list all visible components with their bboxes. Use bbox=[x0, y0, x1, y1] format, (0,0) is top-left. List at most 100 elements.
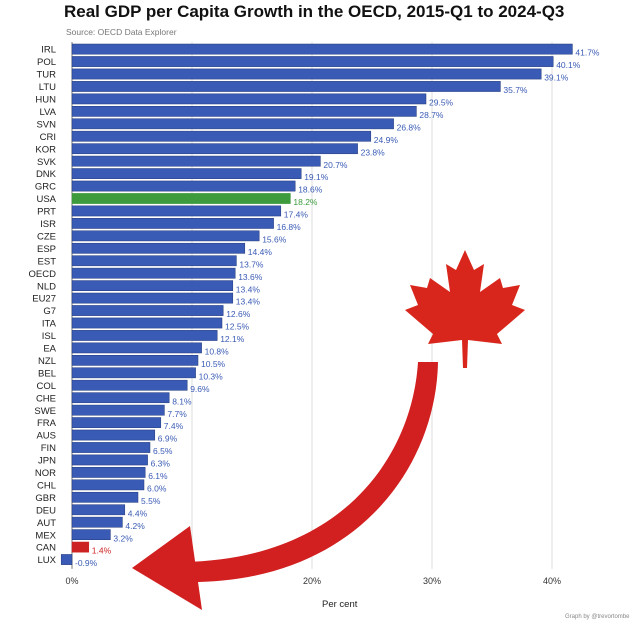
bar-gbr bbox=[71, 491, 139, 503]
chart-source: Source: OECD Data Explorer bbox=[66, 27, 177, 37]
value-label-irl: 41.7% bbox=[575, 48, 600, 58]
bar-ea bbox=[71, 342, 202, 354]
bar-nld bbox=[71, 280, 234, 291]
category-label-can: CAN bbox=[36, 543, 56, 554]
bar-g7 bbox=[71, 305, 224, 316]
category-label-fra: FRA bbox=[37, 418, 57, 429]
bar-irl bbox=[71, 43, 573, 55]
value-label-pol: 40.1% bbox=[556, 60, 581, 70]
bars bbox=[60, 43, 573, 565]
value-label-ita: 12.5% bbox=[225, 322, 250, 332]
value-label-gbr: 5.5% bbox=[141, 496, 161, 506]
bar-isl bbox=[71, 330, 218, 341]
category-label-chl: CHL bbox=[37, 480, 56, 491]
bar-isr bbox=[71, 218, 274, 229]
category-label-lux: LUX bbox=[38, 555, 57, 566]
value-label-kor: 23.8% bbox=[361, 147, 386, 157]
bar-lva bbox=[71, 106, 417, 117]
value-label-dnk: 19.1% bbox=[304, 172, 329, 182]
category-label-aus: AUS bbox=[36, 431, 56, 442]
category-label-pol: POL bbox=[37, 57, 56, 68]
value-label-deu: 4.4% bbox=[128, 508, 148, 518]
category-label-jpn: JPN bbox=[38, 456, 56, 467]
value-label-tur: 39.1% bbox=[544, 73, 569, 83]
bar-jpn bbox=[71, 454, 148, 466]
category-label-col: COL bbox=[36, 381, 56, 392]
value-label-col: 9.6% bbox=[190, 384, 210, 394]
bar-swe bbox=[71, 404, 165, 416]
value-label-svk: 20.7% bbox=[323, 160, 348, 170]
category-label-dnk: DNK bbox=[36, 169, 57, 180]
bar-nzl bbox=[71, 355, 199, 366]
category-label-esp: ESP bbox=[37, 244, 56, 255]
curved-arrow-shaft bbox=[182, 362, 438, 583]
category-label-cri: CRI bbox=[40, 132, 56, 143]
category-label-grc: GRC bbox=[35, 182, 56, 193]
bar-svn bbox=[71, 118, 394, 130]
labels: IRL 41.7% POL 40.1% TUR 39.1% LTU 35.7% HUN 29.5%… bbox=[29, 45, 600, 568]
bar-chl bbox=[71, 479, 145, 491]
bar-usa bbox=[71, 193, 291, 204]
value-label-esp: 14.4% bbox=[248, 247, 273, 257]
category-label-svk: SVK bbox=[37, 157, 57, 168]
value-label-grc: 18.6% bbox=[298, 185, 323, 195]
category-label-est: EST bbox=[38, 256, 57, 267]
category-label-ita: ITA bbox=[42, 319, 57, 330]
bar-ita bbox=[71, 317, 223, 329]
category-label-ltu: LTU bbox=[39, 82, 56, 93]
category-label-bel: BEL bbox=[38, 368, 56, 379]
bar-grc bbox=[71, 180, 296, 192]
value-label-cze: 15.6% bbox=[262, 234, 287, 244]
category-label-nzl: NZL bbox=[38, 356, 56, 367]
value-label-isl: 12.1% bbox=[220, 334, 245, 344]
bar-lux bbox=[60, 554, 73, 565]
category-label-isr: ISR bbox=[40, 219, 56, 230]
value-label-cri: 24.9% bbox=[374, 135, 399, 145]
category-label-ea: EA bbox=[43, 344, 56, 355]
value-label-isr: 16.8% bbox=[277, 222, 302, 232]
category-label-hun: HUN bbox=[35, 95, 56, 106]
bar-hun bbox=[71, 93, 427, 105]
value-label-est: 13.7% bbox=[239, 259, 264, 269]
maple-leaf-icon bbox=[405, 250, 525, 368]
value-label-aut: 4.2% bbox=[125, 521, 145, 531]
category-label-fin: FIN bbox=[41, 443, 56, 454]
value-label-oecd: 13.6% bbox=[238, 272, 263, 282]
x-tick-label: 20% bbox=[303, 576, 321, 586]
category-label-aut: AUT bbox=[37, 518, 56, 529]
x-axis-label: Per cent bbox=[322, 599, 358, 610]
bar-cri bbox=[71, 130, 372, 142]
x-tick-label: 40% bbox=[543, 576, 561, 586]
value-label-jpn: 6.3% bbox=[151, 459, 171, 469]
bar-tur bbox=[71, 68, 542, 80]
value-label-hun: 29.5% bbox=[429, 98, 454, 108]
category-label-tur: TUR bbox=[36, 70, 56, 81]
bar-kor bbox=[71, 143, 358, 155]
category-label-usa: USA bbox=[36, 194, 56, 205]
category-label-irl: IRL bbox=[41, 45, 56, 56]
category-label-swe: SWE bbox=[34, 406, 56, 417]
value-label-prt: 17.4% bbox=[284, 210, 309, 220]
bar-eu27 bbox=[71, 292, 234, 304]
bar-ltu bbox=[71, 81, 501, 92]
value-label-lva: 28.7% bbox=[419, 110, 444, 120]
bar-deu bbox=[71, 504, 126, 516]
chart-title: Real GDP per Capita Growth in the OECD, … bbox=[64, 2, 565, 21]
category-label-nor: NOR bbox=[35, 468, 56, 479]
annotations bbox=[132, 250, 525, 610]
x-tick-label: 0% bbox=[65, 576, 78, 586]
bar-oecd bbox=[71, 267, 236, 279]
value-label-bel: 10.3% bbox=[199, 371, 224, 381]
bar-dnk bbox=[71, 168, 302, 179]
category-label-gbr: GBR bbox=[35, 493, 56, 504]
bar-che bbox=[71, 392, 170, 404]
category-label-g7: G7 bbox=[43, 306, 56, 317]
value-label-g7: 12.6% bbox=[226, 309, 251, 319]
bar-col bbox=[71, 379, 188, 391]
bar-fra bbox=[71, 417, 162, 428]
category-label-deu: DEU bbox=[36, 505, 56, 516]
category-label-kor: KOR bbox=[35, 144, 56, 155]
graph-credit: Graph by @trevortombe bbox=[565, 614, 630, 620]
